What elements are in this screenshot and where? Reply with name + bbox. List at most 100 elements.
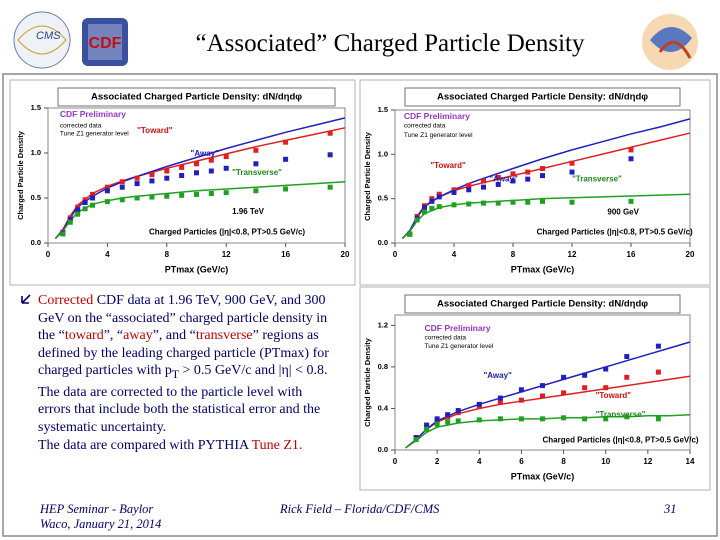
annotation: CDF Preliminary: [404, 111, 470, 121]
chart-title: Associated Charged Particle Density: dN/…: [437, 92, 648, 103]
data-point: [628, 156, 634, 162]
y-tick-label: 1.0: [31, 148, 41, 157]
data-point: [603, 385, 609, 391]
data-point: [429, 205, 435, 211]
text-run: ” regions as defined by the leading char…: [38, 328, 329, 379]
annotation: "Transverse": [232, 168, 282, 177]
y-tick-label: 1.5: [31, 103, 41, 112]
data-point: [495, 174, 501, 180]
annotation: CDF Preliminary: [60, 109, 126, 119]
data-point: [253, 188, 259, 194]
data-point: [445, 412, 451, 418]
x-tick-label: 10: [601, 457, 610, 466]
cms-logo: CMS: [13, 11, 71, 69]
data-point: [451, 187, 457, 193]
data-point: [481, 200, 486, 206]
data-point: [451, 189, 457, 195]
data-point: [208, 157, 214, 163]
annotation: "Toward": [430, 161, 466, 170]
data-point: [119, 197, 125, 203]
data-point: [424, 422, 430, 428]
data-point: [497, 395, 503, 401]
text-run: ”, and “: [152, 328, 196, 344]
x-tick-label: 14: [686, 457, 695, 466]
chart-title-box: [404, 294, 681, 314]
data-point: [540, 393, 545, 399]
plot-area: [394, 314, 691, 451]
data-point: [466, 187, 472, 193]
annotation: Charged Particles (|η|<0.8, PT>0.5 GeV/c…: [149, 227, 305, 236]
data-point: [67, 217, 73, 223]
chart-title-box: [404, 87, 681, 107]
data-point: [327, 130, 333, 136]
data-point: [327, 152, 333, 158]
x-tick-label: 4: [477, 457, 482, 466]
data-point: [510, 171, 516, 177]
annotation: 900 GeV: [607, 208, 639, 217]
data-point: [179, 164, 185, 170]
data-point: [525, 176, 531, 182]
data-point: [436, 194, 442, 200]
x-tick-label: 0: [46, 250, 51, 259]
data-point: [518, 416, 524, 422]
data-point: [283, 156, 289, 162]
data-point: [223, 154, 229, 160]
data-point: [540, 416, 545, 422]
footer-line: Waco, January 21, 2014: [40, 517, 162, 531]
annotation: Tune Z1 generator level: [404, 132, 473, 139]
y-tick-label: 1.0: [378, 149, 388, 158]
data-point: [164, 175, 170, 181]
data-point: [134, 195, 140, 201]
x-tick-label: 12: [643, 457, 652, 466]
text-run: T: [171, 368, 179, 382]
y-tick-label: 0.4: [378, 403, 389, 412]
data-point: [455, 408, 461, 414]
data-point: [407, 231, 413, 237]
y-axis-label: Charged Particle Density: [16, 130, 25, 220]
data-point: [90, 202, 96, 208]
data-point: [495, 181, 501, 187]
data-point: [194, 161, 199, 167]
data-point: [414, 217, 420, 223]
chart: Associated Charged Particle Density: dN/…: [359, 79, 711, 286]
data-point: [429, 196, 435, 202]
data-point: [104, 199, 110, 205]
plot-area: [47, 107, 346, 244]
data-point: [429, 198, 435, 204]
text-run: The data are compared with PYTHIA: [38, 437, 252, 453]
data-point: [179, 192, 185, 198]
data-point: [253, 161, 259, 167]
data-point: [561, 390, 567, 396]
data-point: [495, 200, 501, 206]
cdf-logo: CDF: [82, 18, 128, 66]
chart-title: Associated Charged Particle Density: dN/…: [437, 299, 648, 310]
x-tick-label: 2: [435, 457, 440, 466]
y-tick-label: 0.8: [378, 362, 388, 371]
data-point: [223, 165, 229, 171]
data-point: [283, 186, 289, 192]
x-tick-label: 16: [627, 250, 636, 259]
x-tick-label: 4: [105, 250, 110, 259]
annotation: Charged Particles (|η|<0.8, PT>0.5 GeV/c…: [537, 227, 693, 236]
data-point: [561, 374, 567, 380]
svg-text:CMS: CMS: [36, 30, 61, 42]
x-axis-label: PTmax (GeV/c): [511, 264, 575, 274]
data-point: [179, 173, 185, 178]
text-run: Corrected: [38, 293, 94, 308]
y-tick-label: 0.0: [378, 238, 388, 247]
data-point: [525, 199, 531, 205]
data-point: [476, 417, 482, 423]
data-point: [582, 416, 588, 422]
annotation: corrected data: [425, 335, 467, 342]
annotation: "Away": [484, 371, 513, 380]
x-tick-label: 12: [568, 250, 577, 259]
annotation: "Toward": [596, 391, 632, 400]
data-point: [518, 397, 524, 403]
data-point: [327, 184, 333, 190]
data-point: [413, 437, 419, 443]
chart-title: Associated Charged Particle Density: dN/…: [91, 92, 302, 103]
slide-frame: [2, 73, 718, 537]
data-point: [82, 200, 88, 205]
annotation: corrected data: [60, 122, 102, 129]
